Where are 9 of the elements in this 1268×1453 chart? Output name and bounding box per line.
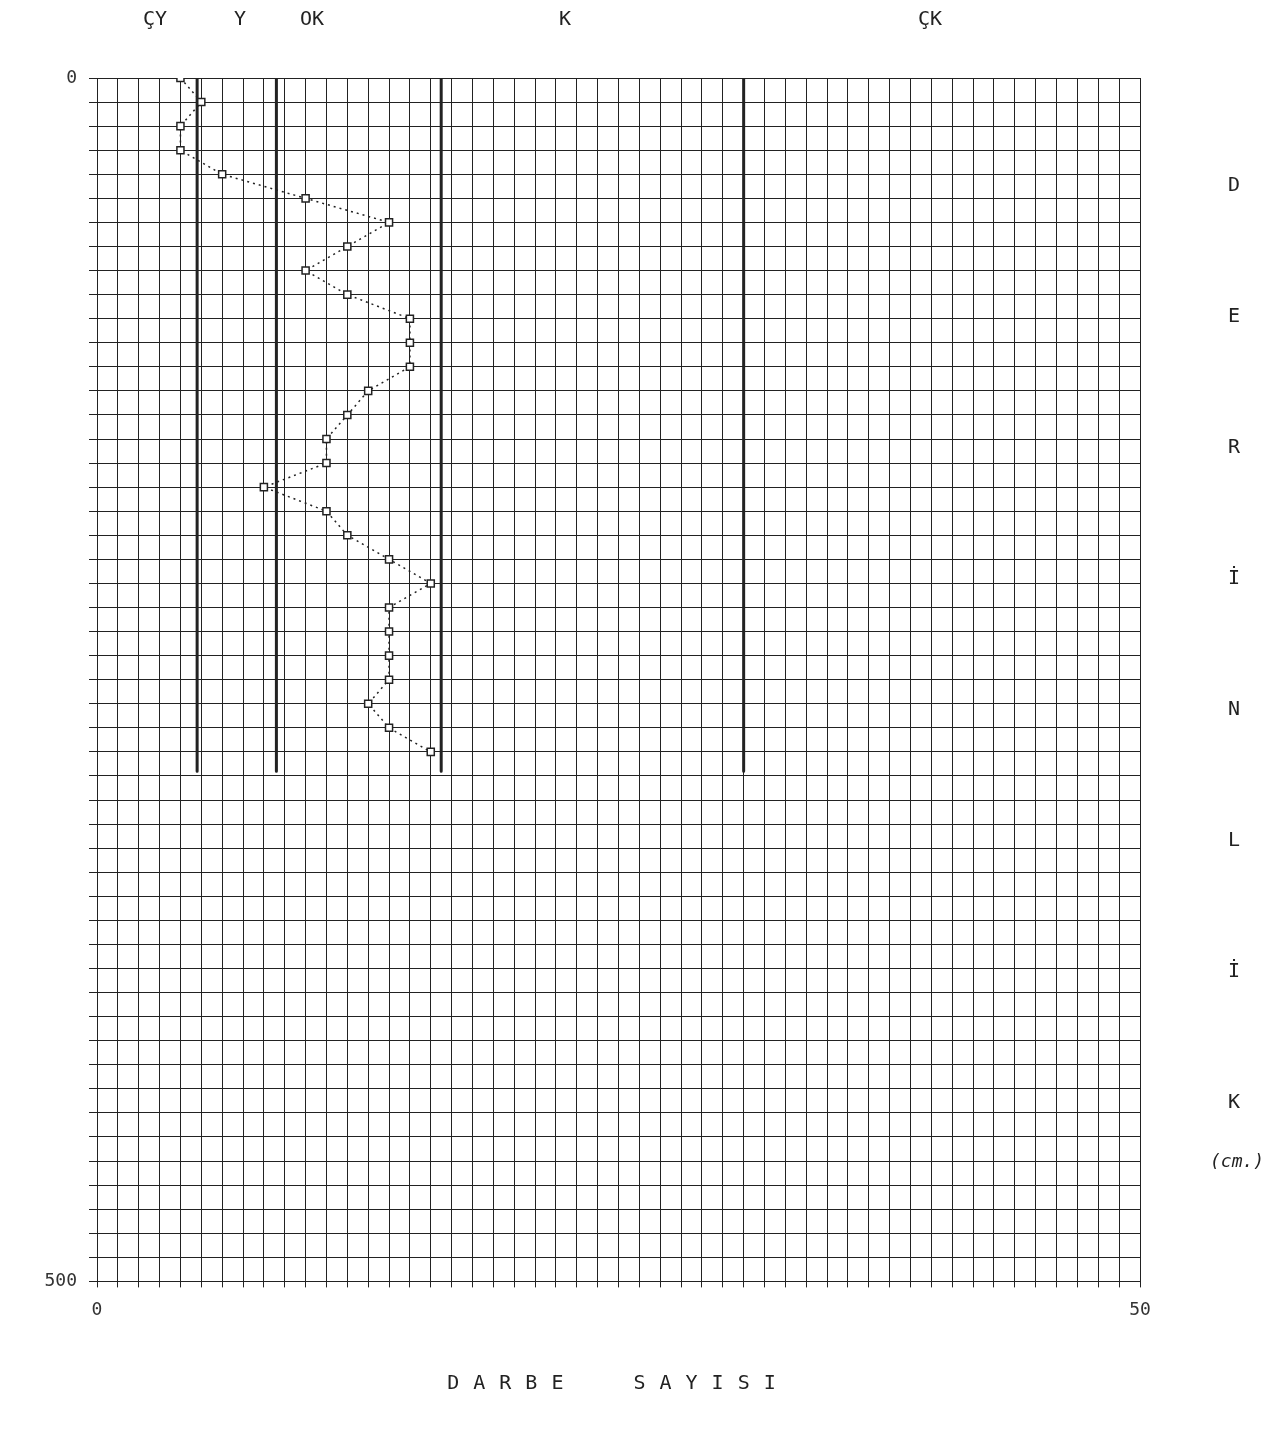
- text: ÇY: [142, 6, 168, 31]
- y-axis-title: DERİNLİK (cm.): [1210, 172, 1265, 1220]
- y-tick-label: 500: [44, 1269, 77, 1291]
- text: OK: [299, 6, 325, 31]
- text: ÇK: [917, 6, 943, 31]
- text: K: [558, 6, 572, 31]
- x-tick-label: 50: [1129, 1297, 1151, 1319]
- text: Y: [233, 6, 247, 31]
- x-axis-title: DARBE SAYISI: [447, 1369, 790, 1394]
